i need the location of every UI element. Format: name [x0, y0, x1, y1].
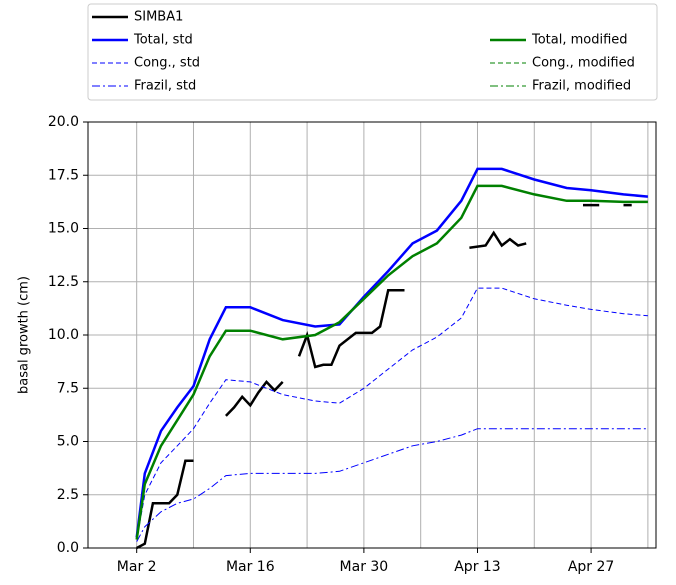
y-tick-label: 10.0: [48, 327, 79, 343]
legend-label: Cong., modified: [532, 56, 635, 71]
legend-label: Frazil, std: [134, 79, 196, 94]
y-tick-label: 17.5: [48, 167, 79, 183]
legend-label: Total, modified: [531, 33, 628, 48]
series-line: [135, 167, 649, 538]
y-tick-label: 7.5: [57, 380, 79, 396]
y-tick-label: 12.5: [48, 274, 79, 290]
x-tick-label: Mar 16: [226, 559, 275, 575]
x-tick-label: Mar 30: [340, 559, 389, 575]
y-axis-label: basal growth (cm): [17, 276, 32, 394]
x-tick-label: Mar 2: [117, 559, 157, 575]
y-tick-label: 20.0: [48, 114, 79, 130]
y-tick-label: 5.0: [57, 434, 79, 450]
series-line: [136, 203, 632, 550]
x-tick-label: Apr 27: [568, 559, 614, 575]
x-tick-label: Apr 13: [454, 559, 500, 575]
legend-label: Frazil, modified: [532, 79, 631, 94]
y-tick-label: 2.5: [57, 487, 79, 503]
y-tick-label: 15.0: [48, 221, 79, 237]
legend-label: Cong., std: [134, 56, 200, 71]
series-line: [135, 184, 648, 540]
legend-label: Total, std: [133, 33, 193, 48]
y-tick-label: 0.0: [57, 540, 79, 556]
legend-box: [87, 3, 658, 101]
series-line: [136, 428, 648, 542]
series-line: [136, 287, 648, 540]
plot-frame: [87, 121, 657, 549]
legend-label: SIMBA1: [134, 10, 183, 25]
